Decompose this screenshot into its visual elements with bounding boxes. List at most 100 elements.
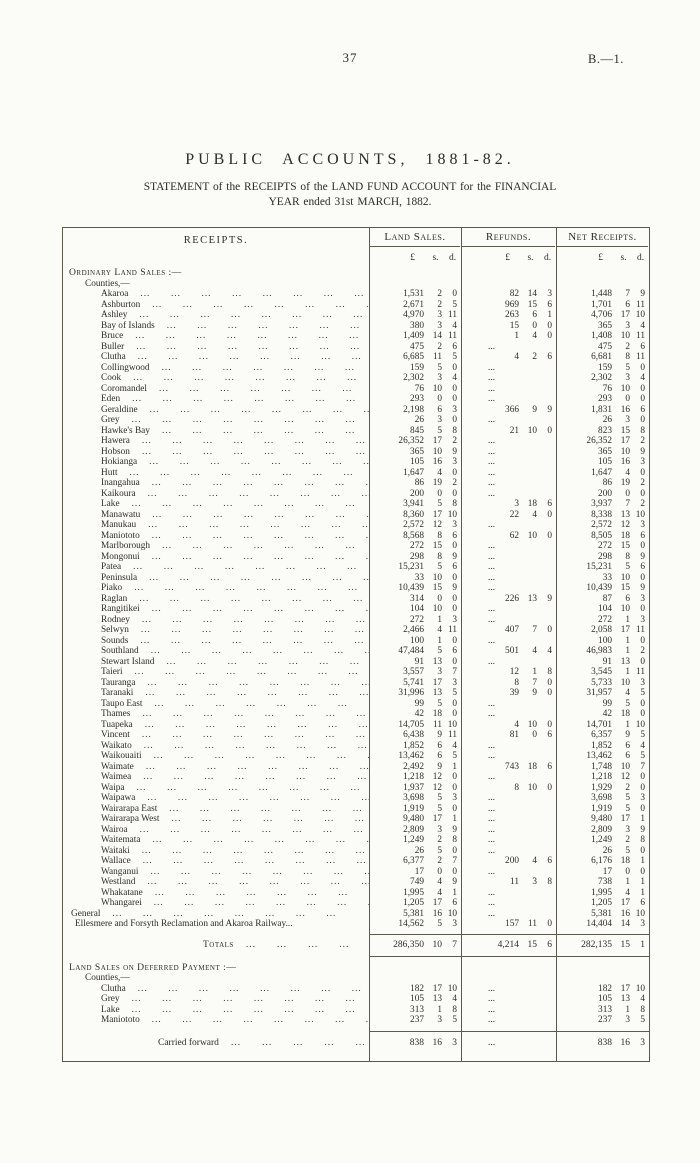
empty-dots: ... bbox=[488, 373, 495, 383]
table-row: Taupo East... ... ... ... ... ... ... ..… bbox=[63, 699, 649, 710]
land-sales-cell: 105 16 3 bbox=[369, 457, 461, 468]
amount-pence: 0 bbox=[452, 845, 457, 856]
land-sales-cell: 6,438 9 11 bbox=[369, 730, 461, 741]
table-row: Whangarei... ... ... ... ... ... ... ...… bbox=[63, 898, 649, 909]
amount-shillings: 15 bbox=[432, 583, 442, 593]
amount-pounds: 26 bbox=[602, 415, 612, 425]
amount-shillings: 7 bbox=[625, 289, 630, 299]
amount-shillings: 12 bbox=[620, 520, 630, 530]
dot-leader: ... ... ... ... ... ... ... ... bbox=[131, 499, 356, 509]
refunds-cell: ... bbox=[461, 415, 556, 426]
amount-shillings: 16 bbox=[620, 908, 630, 919]
row-label-cell: Ordinary Land Sales :— bbox=[63, 268, 369, 279]
table-row: Tauranga... ... ... ... ... ... ... ... 5… bbox=[63, 678, 649, 689]
amount-shillings: 6 bbox=[532, 310, 537, 320]
land-sales-cell: 3,698 5 3 bbox=[369, 793, 461, 804]
table-row: Bay of Islands ... ... ... ... ... ... ..… bbox=[63, 321, 649, 332]
amount-pence: 9 bbox=[452, 824, 457, 835]
net-receipts-cell: 1,852 6 4 bbox=[556, 741, 649, 752]
net-receipts-cell: 182 17 10 bbox=[556, 984, 649, 995]
currency-subheader: £ s. d. bbox=[556, 247, 649, 268]
net-receipts-cell: 3,937 7 2 bbox=[556, 499, 649, 510]
shillings-symbol: s. bbox=[527, 252, 534, 263]
row-label: Ashburton bbox=[101, 299, 141, 310]
amount-pounds: 42 bbox=[602, 709, 612, 719]
amount-shillings: 4 bbox=[532, 331, 537, 341]
row-label-cell: Hawera ... ... ... ... ... ... ... ... bbox=[63, 436, 369, 447]
amount-shillings: 17 bbox=[620, 436, 630, 446]
amount-pounds: 39 bbox=[509, 688, 519, 698]
table-row: Waipa ... ... ... ... ... ... ... ... 1,93… bbox=[63, 783, 649, 794]
amount-shillings: 6 bbox=[437, 740, 442, 751]
amount-pence: 0 bbox=[547, 919, 552, 929]
receipts-column-header: RECEIPTS. bbox=[183, 235, 249, 246]
amount-pence: 5 bbox=[452, 352, 457, 362]
empty-dots: ... bbox=[488, 383, 495, 394]
amount-pence: 11 bbox=[448, 625, 457, 635]
amount-pence: 4 bbox=[452, 320, 457, 331]
dot-leader: ... ... ... ... ... ... ... ... bbox=[142, 856, 367, 866]
refunds-cell: ... bbox=[461, 804, 556, 815]
amount-pounds: 407 bbox=[505, 625, 519, 635]
amount-pence: 6 bbox=[547, 499, 552, 509]
amount-pounds: 14,705 bbox=[398, 719, 424, 730]
amount-pounds: 2,572 bbox=[403, 520, 424, 530]
amount-shillings: 19 bbox=[432, 478, 442, 488]
dot-leader: ... ... ... ... ... ... ... ... bbox=[161, 362, 369, 373]
amount-pounds: 26,352 bbox=[586, 436, 612, 446]
land-sales-cell: 14,562 5 3 bbox=[369, 919, 461, 930]
land-sales-cell: 475 2 6 bbox=[369, 342, 461, 353]
refunds-cell: ... bbox=[461, 1032, 556, 1055]
amount-pence: 5 bbox=[640, 688, 645, 698]
net-receipts-cell: 1,249 2 8 bbox=[556, 835, 649, 846]
net-receipts-cell: 10,439 15 9 bbox=[556, 583, 649, 594]
refunds-cell: ... bbox=[461, 741, 556, 752]
table-row: Piako ... ... ... ... ... ... ... ... 10,4… bbox=[63, 583, 649, 594]
amount-shillings: 17 bbox=[432, 898, 442, 908]
currency-subheader: £ s. d. bbox=[461, 247, 556, 268]
net-receipts-cell: 86 19 2 bbox=[556, 478, 649, 489]
row-label: Cook bbox=[101, 373, 122, 383]
amount-shillings: 1 bbox=[625, 635, 630, 646]
amount-pence: 0 bbox=[452, 656, 457, 667]
refunds-cell: ... bbox=[461, 846, 556, 857]
refunds-cell: 263 6 1 bbox=[461, 310, 556, 321]
amount-pounds: 200 bbox=[505, 856, 519, 866]
amount-pounds: 105 bbox=[598, 457, 612, 467]
net-receipts-cell: 272 15 0 bbox=[556, 541, 649, 552]
row-label-cell: Piako ... ... ... ... ... ... ... ... bbox=[63, 583, 369, 594]
amount-pence: 3 bbox=[640, 919, 645, 929]
land-sales-cell: 6,685 11 5 bbox=[369, 352, 461, 363]
amount-pence: 11 bbox=[448, 331, 457, 341]
amount-shillings: 0 bbox=[437, 593, 442, 604]
net-receipts-cell: 2,058 17 11 bbox=[556, 625, 649, 636]
row-label: Tauranga bbox=[101, 677, 136, 688]
amount-pounds: 82 bbox=[509, 289, 519, 299]
net-receipts-cell: 104 10 0 bbox=[556, 604, 649, 615]
dot-leader: ... ... ... ... ... ... ... ... bbox=[137, 983, 362, 994]
net-receipts-cell: 272 1 3 bbox=[556, 615, 649, 626]
amount-shillings: 3 bbox=[532, 877, 537, 887]
amount-shillings: 13 bbox=[620, 509, 630, 520]
amount-shillings: 0 bbox=[532, 320, 537, 331]
amount-shillings: 12 bbox=[432, 772, 442, 782]
refunds-cell: ... bbox=[461, 394, 556, 405]
refunds-cell: ... bbox=[461, 984, 556, 995]
amount-shillings: 6 bbox=[437, 404, 442, 415]
amount-pounds: 10,439 bbox=[586, 583, 612, 593]
refunds-cell: ... bbox=[461, 573, 556, 584]
land-sales-cell: 99 5 0 bbox=[369, 699, 461, 710]
dot-leader: ... ... ... ... ... ... ... ... bbox=[148, 520, 369, 530]
amount-shillings: 1 bbox=[625, 877, 630, 887]
amount-shillings: 10 bbox=[432, 604, 442, 614]
amount-pounds: 76 bbox=[602, 383, 612, 394]
net-receipts-cell: 42 18 0 bbox=[556, 709, 649, 720]
amount-pence: 7 bbox=[452, 939, 457, 950]
net-receipts-cell: 14,701 1 10 bbox=[556, 720, 649, 731]
table-row: Mongonui... ... ... ... ... ... ... ... 2… bbox=[63, 552, 649, 563]
row-label-cell: Buller ... ... ... ... ... ... ... ... bbox=[63, 342, 369, 353]
amount-pence: 11 bbox=[448, 310, 457, 320]
row-label: General bbox=[71, 908, 101, 919]
amount-pounds: 91 bbox=[602, 656, 612, 667]
amount-pence: 11 bbox=[636, 299, 645, 310]
